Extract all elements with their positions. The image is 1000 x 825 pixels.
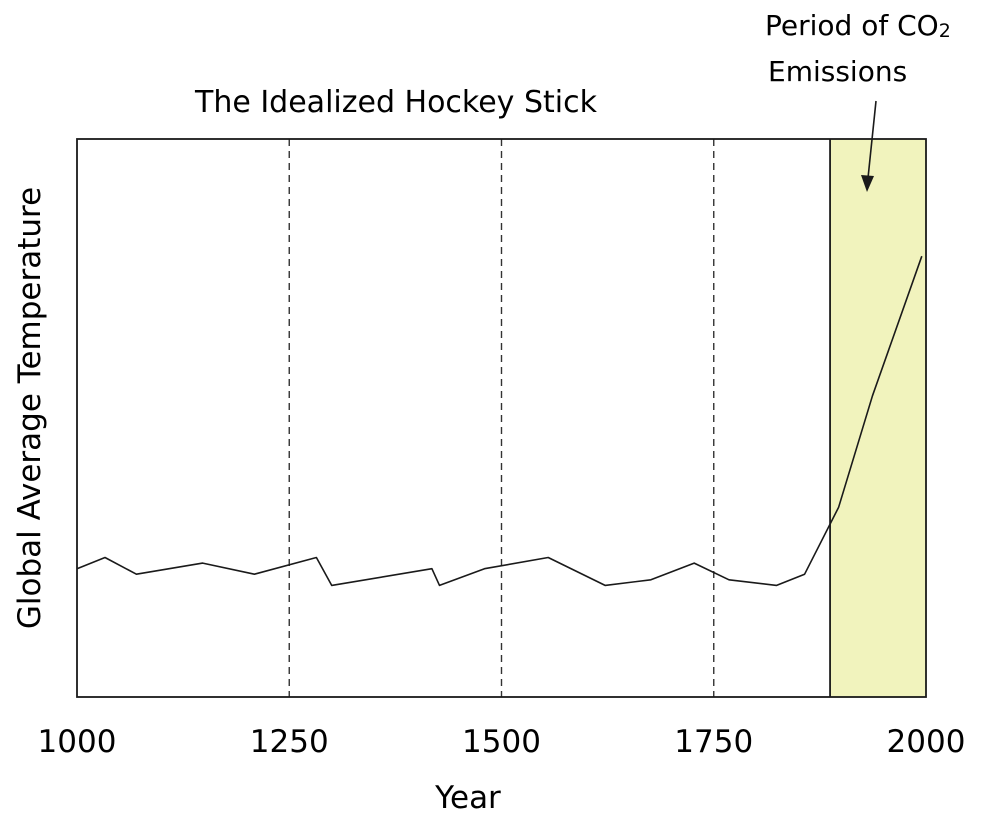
highlight-region xyxy=(830,139,926,697)
annotation-line2: Emissions xyxy=(768,55,907,88)
x-tick-label-1750: 1750 xyxy=(674,724,753,760)
x-tick-label-1250: 1250 xyxy=(250,724,329,760)
co2-annotation: Period of CO2 Emissions xyxy=(765,9,951,192)
plot-frame xyxy=(76,138,927,698)
temperature-line xyxy=(76,255,923,587)
annotation-subscript: 2 xyxy=(939,20,951,42)
x-tick-label-1500: 1500 xyxy=(462,724,541,760)
gridlines xyxy=(288,139,715,697)
x-tick-label-1000: 1000 xyxy=(38,724,117,760)
annotation-arrow-shaft xyxy=(867,100,877,179)
annotation-line1-main: Period of CO xyxy=(765,9,939,42)
chart-title: The Idealized Hockey Stick xyxy=(194,85,598,120)
x-axis-label: Year xyxy=(434,780,501,816)
annotation-arrow-head xyxy=(861,175,874,192)
x-tick-label-2000: 2000 xyxy=(887,724,966,760)
x-tick-labels: 1000 1250 1500 1750 2000 xyxy=(38,724,966,760)
y-axis-label: Global Average Temperature xyxy=(12,187,48,629)
annotation-line1: Period of CO2 xyxy=(765,9,951,42)
